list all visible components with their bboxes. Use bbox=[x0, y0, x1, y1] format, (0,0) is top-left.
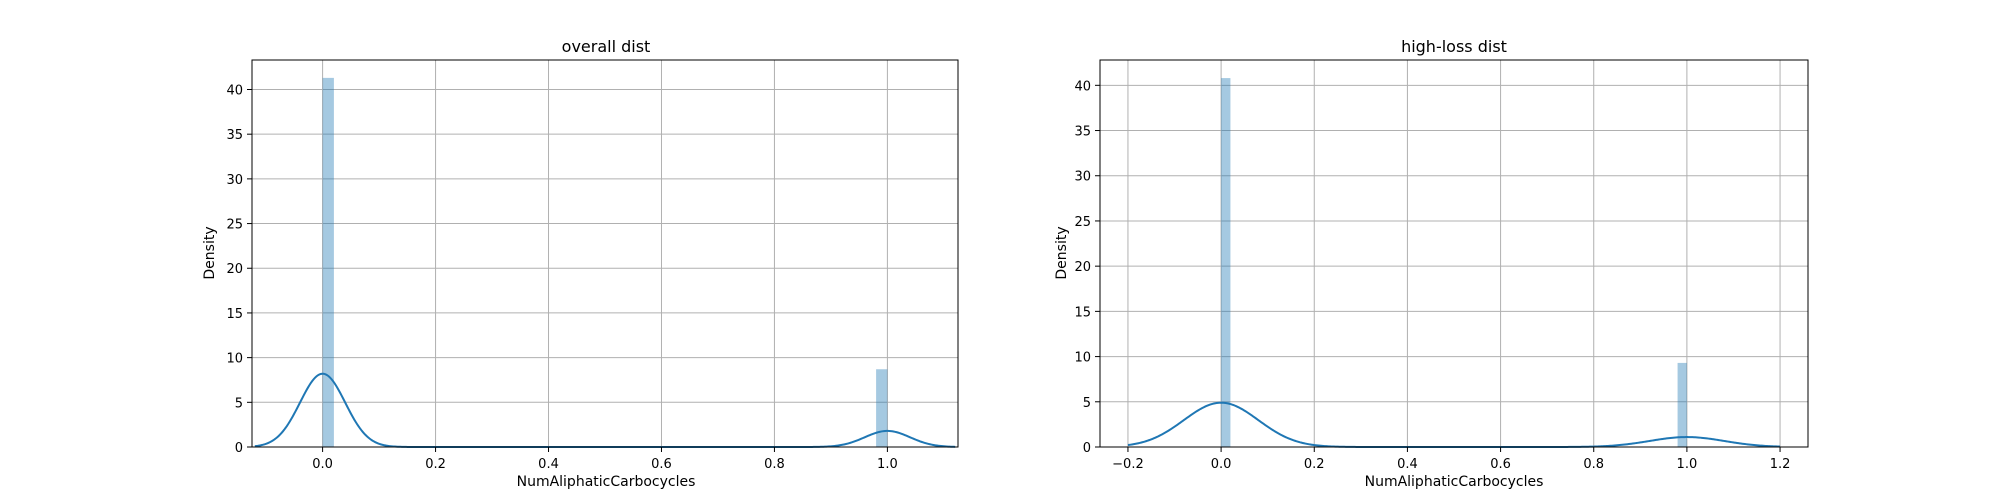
x-tick-label: 1.2 bbox=[1770, 457, 1791, 472]
x-tick-label: 0.6 bbox=[651, 457, 672, 472]
bars bbox=[1221, 78, 1687, 448]
y-tick-label: 20 bbox=[1074, 260, 1091, 275]
y-ticks: 0 5 10 15 20 25 30 35 40 bbox=[226, 83, 252, 456]
y-tick-label: 35 bbox=[226, 128, 243, 143]
y-axis-label: Density bbox=[202, 226, 218, 279]
histogram-bar bbox=[876, 369, 888, 447]
y-tick-label: 25 bbox=[1074, 215, 1091, 230]
x-tick-label: 0.0 bbox=[312, 457, 333, 472]
x-tick-label: 0.2 bbox=[425, 457, 446, 472]
x-tick-label: 0.6 bbox=[1490, 457, 1511, 472]
chart-title: overall dist bbox=[562, 37, 651, 56]
y-tick-label: 10 bbox=[1074, 351, 1091, 366]
x-tick-label: −0.2 bbox=[1112, 457, 1144, 472]
y-tick-label: 5 bbox=[235, 396, 243, 411]
x-tick-label: 0.8 bbox=[1583, 457, 1604, 472]
x-tick-label: 0.4 bbox=[538, 457, 559, 472]
y-tick-label: 15 bbox=[226, 307, 243, 322]
chart-title: high-loss dist bbox=[1401, 37, 1507, 56]
grid-lines bbox=[252, 60, 958, 448]
y-tick-label: 30 bbox=[1074, 170, 1091, 185]
y-tick-label: 40 bbox=[226, 83, 243, 98]
y-tick-label: 0 bbox=[235, 441, 243, 456]
bars bbox=[322, 77, 888, 447]
x-tick-label: 0.0 bbox=[1211, 457, 1232, 472]
x-tick-label: 0.8 bbox=[764, 457, 785, 472]
y-ticks: 0 5 10 15 20 25 30 35 40 bbox=[1074, 79, 1100, 456]
y-tick-label: 10 bbox=[226, 352, 243, 367]
grid-lines bbox=[1100, 60, 1808, 448]
kde-lines bbox=[254, 372, 956, 448]
y-tick-label: 20 bbox=[226, 262, 243, 277]
plot-frame bbox=[251, 59, 959, 448]
x-axis-label: NumAliphaticCarbocycles bbox=[517, 474, 696, 490]
y-tick-label: 0 bbox=[1083, 441, 1091, 456]
y-tick-label: 25 bbox=[226, 218, 243, 233]
x-tick-label: 0.4 bbox=[1397, 457, 1418, 472]
y-tick-label: 40 bbox=[1074, 79, 1091, 94]
plot-frame bbox=[1099, 59, 1809, 448]
x-tick-label: 1.0 bbox=[1677, 457, 1698, 472]
x-ticks: −0.2 0.0 0.2 0.4 0.6 0.8 1.0 1.2 bbox=[1112, 447, 1790, 472]
kde-line bbox=[254, 372, 956, 448]
histogram-bar bbox=[1677, 362, 1687, 447]
y-tick-label: 15 bbox=[1074, 305, 1091, 320]
panel-high-loss-dist: high-loss dist −0.2 0.0 0.2 0.4 0.6 0.8 1.0 1.2… bbox=[1054, 37, 1809, 490]
histogram-bar bbox=[322, 77, 334, 447]
histogram-bar bbox=[1221, 78, 1231, 448]
x-tick-label: 1.0 bbox=[877, 457, 898, 472]
y-tick-label: 5 bbox=[1083, 396, 1091, 411]
y-axis-label: Density bbox=[1054, 226, 1070, 279]
panel-overall-dist: overall dist 0.0 0.2 0.4 0.6 0.8 1.0 0 5 10 15 20… bbox=[202, 37, 959, 490]
x-axis-label: NumAliphaticCarbocycles bbox=[1365, 474, 1544, 490]
x-tick-label: 0.2 bbox=[1304, 457, 1325, 472]
x-ticks: 0.0 0.2 0.4 0.6 0.8 1.0 bbox=[312, 447, 898, 472]
y-tick-label: 30 bbox=[226, 173, 243, 188]
y-tick-label: 35 bbox=[1074, 125, 1091, 140]
